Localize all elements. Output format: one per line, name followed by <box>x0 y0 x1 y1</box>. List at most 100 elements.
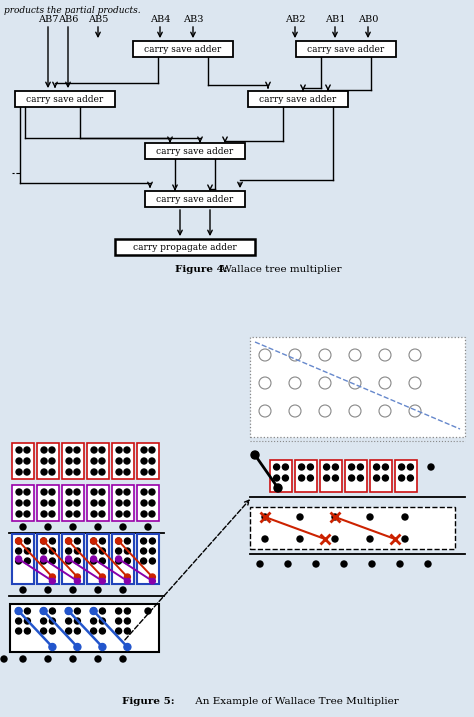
Circle shape <box>149 447 155 453</box>
Circle shape <box>99 511 105 517</box>
Circle shape <box>65 556 72 562</box>
Circle shape <box>297 514 303 520</box>
Circle shape <box>20 656 26 662</box>
Bar <box>62 485 84 521</box>
Text: carry save adder: carry save adder <box>145 44 222 54</box>
Circle shape <box>74 447 80 453</box>
Bar <box>15 91 115 107</box>
Circle shape <box>91 458 97 464</box>
Circle shape <box>324 475 329 481</box>
Text: AB7: AB7 <box>38 15 58 24</box>
Circle shape <box>100 538 105 544</box>
Bar <box>12 443 34 479</box>
Circle shape <box>308 475 313 481</box>
Text: Wallace tree multiplier: Wallace tree multiplier <box>218 265 342 274</box>
Circle shape <box>332 464 338 470</box>
Circle shape <box>402 536 408 542</box>
Circle shape <box>41 447 47 453</box>
Circle shape <box>41 489 47 495</box>
Circle shape <box>259 405 271 417</box>
Circle shape <box>65 538 72 544</box>
Text: AB4: AB4 <box>150 15 170 24</box>
Circle shape <box>49 608 55 614</box>
Circle shape <box>16 558 22 564</box>
Circle shape <box>274 484 282 492</box>
Circle shape <box>100 558 105 564</box>
Bar <box>112 534 134 584</box>
Circle shape <box>91 556 97 562</box>
Text: carry save adder: carry save adder <box>156 146 234 156</box>
Circle shape <box>74 608 81 614</box>
Circle shape <box>409 405 421 417</box>
Bar <box>250 507 455 549</box>
Circle shape <box>348 464 355 470</box>
Circle shape <box>91 489 97 495</box>
Circle shape <box>91 500 97 506</box>
Circle shape <box>66 489 72 495</box>
Circle shape <box>149 511 155 517</box>
Circle shape <box>141 500 147 506</box>
Bar <box>87 534 109 584</box>
Circle shape <box>141 447 147 453</box>
Circle shape <box>289 405 301 417</box>
Circle shape <box>99 643 106 650</box>
Circle shape <box>41 556 46 562</box>
Circle shape <box>100 618 105 624</box>
Circle shape <box>66 500 72 506</box>
Circle shape <box>141 548 146 554</box>
Circle shape <box>99 489 105 495</box>
Circle shape <box>357 475 364 481</box>
Circle shape <box>74 628 81 634</box>
Circle shape <box>299 475 305 481</box>
Circle shape <box>95 524 101 530</box>
Text: AB2: AB2 <box>285 15 305 24</box>
Circle shape <box>24 558 30 564</box>
Circle shape <box>349 349 361 361</box>
Circle shape <box>141 458 147 464</box>
Circle shape <box>124 643 131 650</box>
Circle shape <box>383 475 388 481</box>
Circle shape <box>91 558 97 564</box>
Circle shape <box>149 458 155 464</box>
Circle shape <box>124 458 130 464</box>
Text: AB6: AB6 <box>58 15 78 24</box>
Circle shape <box>66 511 72 517</box>
Circle shape <box>116 618 122 624</box>
Circle shape <box>367 514 373 520</box>
Circle shape <box>49 447 55 453</box>
Circle shape <box>16 469 22 475</box>
Circle shape <box>49 489 55 495</box>
Bar <box>87 485 109 521</box>
Circle shape <box>379 377 391 389</box>
Circle shape <box>24 500 30 506</box>
Circle shape <box>16 618 22 624</box>
Bar <box>145 143 245 159</box>
Text: Figure 4:: Figure 4: <box>175 265 228 274</box>
Circle shape <box>66 458 72 464</box>
Circle shape <box>99 458 105 464</box>
Circle shape <box>49 618 55 624</box>
Circle shape <box>65 548 72 554</box>
Circle shape <box>91 538 97 544</box>
Circle shape <box>99 447 105 453</box>
Circle shape <box>100 574 105 580</box>
Circle shape <box>332 536 338 542</box>
Bar <box>320 460 342 492</box>
Circle shape <box>149 500 155 506</box>
Bar <box>370 460 392 492</box>
Circle shape <box>24 618 30 624</box>
Circle shape <box>409 349 421 361</box>
Circle shape <box>116 511 122 517</box>
Circle shape <box>383 464 388 470</box>
Bar <box>137 485 159 521</box>
Circle shape <box>45 587 51 593</box>
Circle shape <box>116 500 122 506</box>
Circle shape <box>49 558 55 564</box>
Circle shape <box>99 469 105 475</box>
Circle shape <box>259 349 271 361</box>
Circle shape <box>41 500 47 506</box>
Circle shape <box>289 377 301 389</box>
Circle shape <box>41 548 46 554</box>
Bar <box>137 534 159 584</box>
Circle shape <box>273 464 280 470</box>
